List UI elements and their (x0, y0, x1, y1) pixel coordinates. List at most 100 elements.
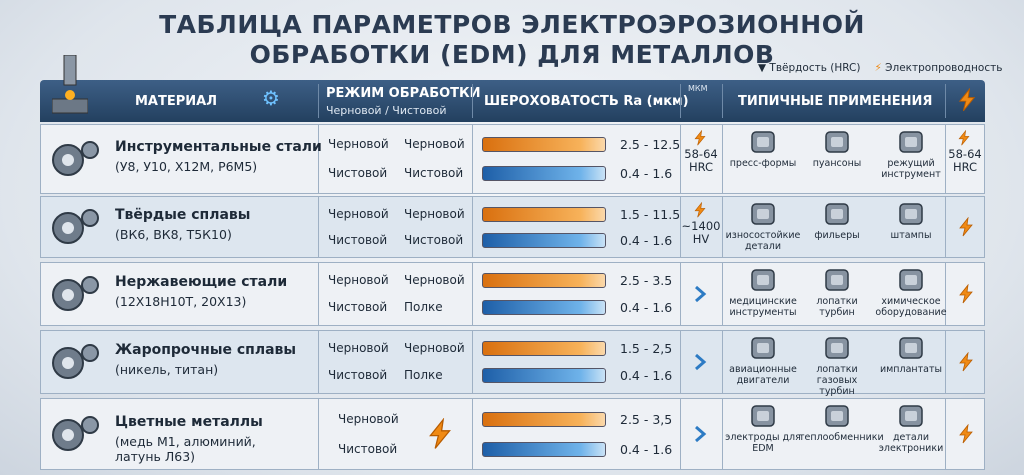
legend-item: ▼ Твёрдость (HRC) (758, 62, 861, 74)
header-icon (51, 54, 89, 119)
mode-text: Полке (404, 368, 443, 383)
hardness-icon (692, 129, 708, 150)
material-detail: (ВК6, ВК8, Т5К10) (115, 227, 232, 242)
column-divider (722, 398, 723, 470)
app-icon-box (896, 201, 926, 231)
mode-icon (424, 417, 456, 454)
app-text: электроды для EDM (725, 432, 801, 454)
hardness-text: 58-64 HRC (684, 147, 718, 174)
material-name: Инструментальные стали (115, 139, 322, 155)
column-divider (680, 124, 681, 194)
app-icon (825, 337, 849, 359)
app-icon (899, 131, 923, 153)
header-divider (318, 84, 319, 118)
bolt-icon (694, 201, 706, 218)
column-divider (945, 398, 946, 470)
bolt-icon (694, 129, 706, 146)
mode-text: Чистовой (338, 441, 398, 456)
app-icon (751, 337, 775, 359)
app-icon (825, 269, 849, 291)
roughness-text: 1.5 - 11.5 (620, 206, 681, 222)
column-divider (318, 262, 319, 326)
material-icon (52, 141, 99, 176)
material-detail: (медь М1, алюминий, латунь Л63) (115, 434, 256, 464)
app-text: химическое оборудование (875, 296, 947, 318)
column-divider (945, 262, 946, 326)
roughness-text: 0.4 - 1.6 (620, 232, 673, 248)
mode-text: Черновой (328, 206, 389, 221)
app-icon-box (822, 335, 852, 365)
chevron-icon (695, 425, 707, 443)
legend-item: ⚡ Электропроводность (874, 62, 1002, 74)
material-name: Нержавеющие стали (115, 274, 288, 290)
mode-text: Черновой (328, 137, 389, 151)
mode-text: Черновой (328, 273, 389, 288)
app-icon-box (896, 267, 926, 297)
column-divider (722, 262, 723, 326)
chevron (690, 424, 710, 448)
legend-text: Электропроводность (885, 62, 1003, 74)
mode-text: Черновой (328, 341, 389, 356)
app-icon (899, 337, 923, 359)
app-text: имплантаты (879, 364, 943, 375)
roughness-bar (482, 206, 606, 222)
mode-text: Полке (404, 300, 443, 315)
roughness-bar (482, 166, 606, 182)
chevron (690, 284, 710, 308)
app-icon (825, 405, 849, 427)
material-name: Твёрдые сплавы (115, 207, 251, 223)
column-divider (318, 398, 319, 470)
roughness-text: 0.4 - 1.6 (620, 368, 673, 384)
legend-text: Твёрдость (HRC) (769, 62, 861, 74)
column-divider (722, 124, 723, 194)
material-name: Цветные металлы (115, 414, 263, 430)
legend: ▼ Твёрдость (HRC) ⚡ Электропроводность (758, 62, 1002, 74)
app-icon (899, 405, 923, 427)
header-icon: ⚙ (262, 86, 280, 110)
roughness-bar (482, 137, 606, 152)
app-text: режущий инструмент (881, 158, 941, 180)
app-icon (899, 203, 923, 225)
roughness-text: 0.4 - 1.6 (620, 441, 673, 457)
app-text: детали электроники (878, 432, 944, 454)
header-icon (955, 87, 979, 116)
material-icon-box (46, 411, 102, 461)
hardness-icon (692, 201, 708, 222)
mode-text: Чистовой (328, 166, 388, 181)
mode-text: Чистовой (404, 166, 464, 181)
hardness-text: ~1400 HV (681, 219, 721, 246)
header-icon-label: МКМ (688, 84, 708, 93)
column-divider (680, 196, 681, 258)
column-divider (318, 330, 319, 394)
app-text: лопатки турбин (816, 296, 858, 318)
material-detail: (12Х18Н10Т, 20Х13) (115, 294, 247, 309)
material-icon-box (46, 136, 102, 186)
column-divider (472, 196, 473, 258)
app-text: фильеры (814, 230, 860, 241)
app-icon-box (748, 403, 778, 433)
app-icon (825, 203, 849, 225)
app-icon (899, 269, 923, 291)
app-icon-box (748, 201, 778, 231)
roughness-bar (482, 441, 606, 457)
app-icon-box (822, 129, 852, 159)
roughness-text: 1.5 - 2,5 (620, 341, 673, 357)
right-icon (956, 283, 976, 308)
material-icon (52, 416, 99, 451)
bolt-icon (959, 423, 973, 444)
column-divider (945, 196, 946, 258)
column-divider (680, 330, 681, 394)
chevron-icon (695, 285, 707, 303)
column-divider (722, 330, 723, 394)
roughness-text: 2.5 - 12.5 (620, 137, 681, 152)
app-text: теплообменники (799, 432, 884, 443)
column-divider (318, 196, 319, 258)
bolt-icon (958, 129, 970, 146)
bolt-icon (958, 87, 976, 112)
machine-icon (51, 54, 89, 114)
legend-icon: ⚡ (874, 62, 882, 74)
app-icon-box (896, 129, 926, 159)
roughness-bar (482, 300, 606, 316)
title-line: ТАБЛИЦА ПАРАМЕТРОВ ЭЛЕКТРОЭРОЗИОННОЙ (159, 10, 865, 39)
